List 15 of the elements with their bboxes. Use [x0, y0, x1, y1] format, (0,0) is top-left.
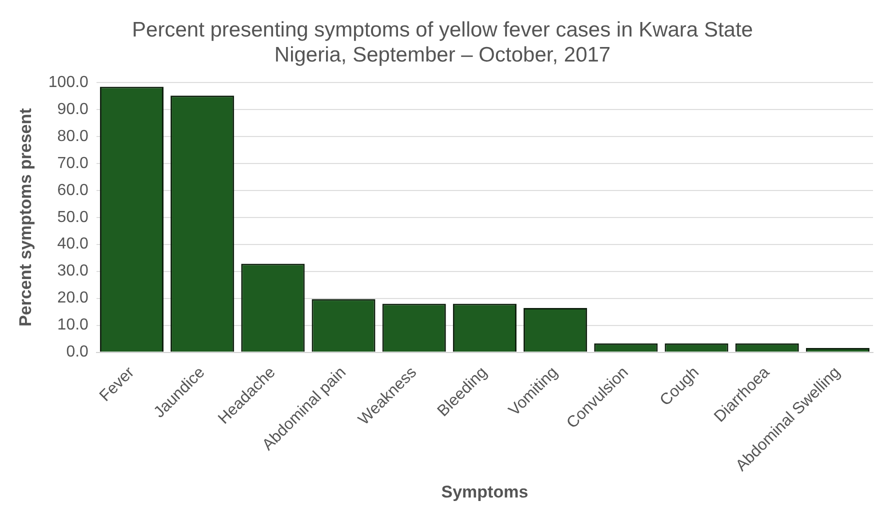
y-tick-label: 90.0: [57, 100, 89, 118]
y-tick-label: 60.0: [57, 182, 89, 199]
x-axis-title: Symptoms: [441, 482, 528, 502]
y-tick-label: 10.0: [57, 316, 89, 334]
y-tick-label: 30.0: [57, 262, 89, 280]
text: Percent presenting symptoms of yellow fever cases in Kwara State: [132, 18, 753, 42]
y-tick-label: 100.0: [48, 74, 89, 91]
y-axis-title: Percent symptoms present: [16, 108, 35, 326]
y-tick-label: 70.0: [57, 154, 89, 172]
text: Nigeria, September – October, 2017: [274, 44, 611, 67]
y-tick-label: 80.0: [57, 128, 89, 145]
y-tick-label: 50.0: [57, 208, 89, 226]
y-tick-label: 40.0: [57, 236, 89, 253]
y-tick-label: 0.0: [66, 344, 89, 361]
y-tick-label: 20.0: [57, 290, 89, 307]
